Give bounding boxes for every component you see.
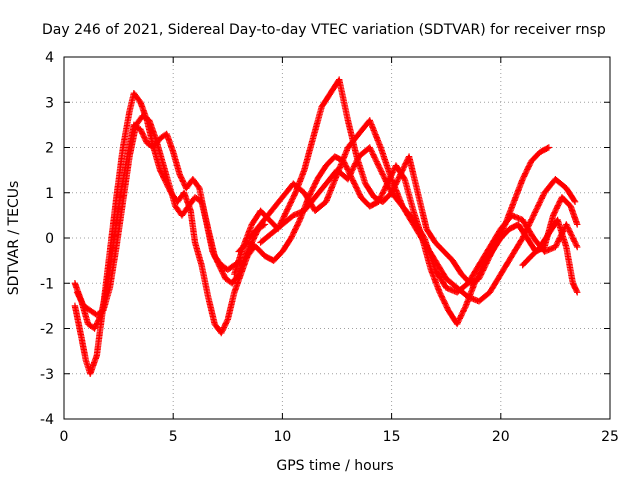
data-marks (71, 76, 581, 377)
y-tick-label: 1 (45, 186, 54, 202)
series-trace (258, 145, 578, 304)
data-point (283, 207, 290, 215)
x-tick-label: 10 (273, 429, 291, 445)
series-trace (72, 122, 267, 331)
y-tick-label: 2 (45, 141, 54, 157)
series-trace (74, 113, 243, 318)
series-arc-8 (519, 216, 581, 296)
data-point (563, 221, 570, 228)
tick-labels: 0 5 10 15 20 25 -4 -3 -2 -1 0 1 2 3 4 (40, 50, 619, 445)
data-point (377, 166, 384, 174)
chart-title: Day 246 of 2021, Sidereal Day-to-day VTE… (42, 22, 606, 38)
x-tick-label: 5 (169, 429, 178, 445)
series-arc-3 (73, 112, 245, 319)
series-trace (236, 154, 580, 326)
axes (63, 56, 611, 420)
series-arc-2 (71, 121, 269, 332)
x-tick-label: 25 (601, 429, 619, 445)
y-tick-label: -3 (40, 367, 54, 383)
x-tick-label: 0 (60, 429, 69, 445)
y-tick-label: 0 (45, 231, 54, 247)
y-axis-label: SDTVAR / TECUs (6, 181, 22, 296)
x-tick-label: 15 (383, 429, 401, 445)
series-arc-5 (235, 153, 581, 328)
data-point (530, 212, 537, 219)
series-arc-4 (231, 76, 553, 287)
y-tick-label: 3 (45, 95, 54, 111)
series-trace (520, 217, 580, 295)
y-tick-label: -2 (40, 322, 54, 338)
series-arc-7 (257, 144, 579, 305)
y-tick-label: 4 (45, 50, 54, 66)
x-tick-label: 20 (492, 429, 510, 445)
y-tick-label: -4 (40, 412, 54, 428)
x-axis-label: GPS time / hours (276, 458, 393, 474)
data-point (574, 243, 581, 251)
y-tick-label: -1 (40, 276, 54, 292)
